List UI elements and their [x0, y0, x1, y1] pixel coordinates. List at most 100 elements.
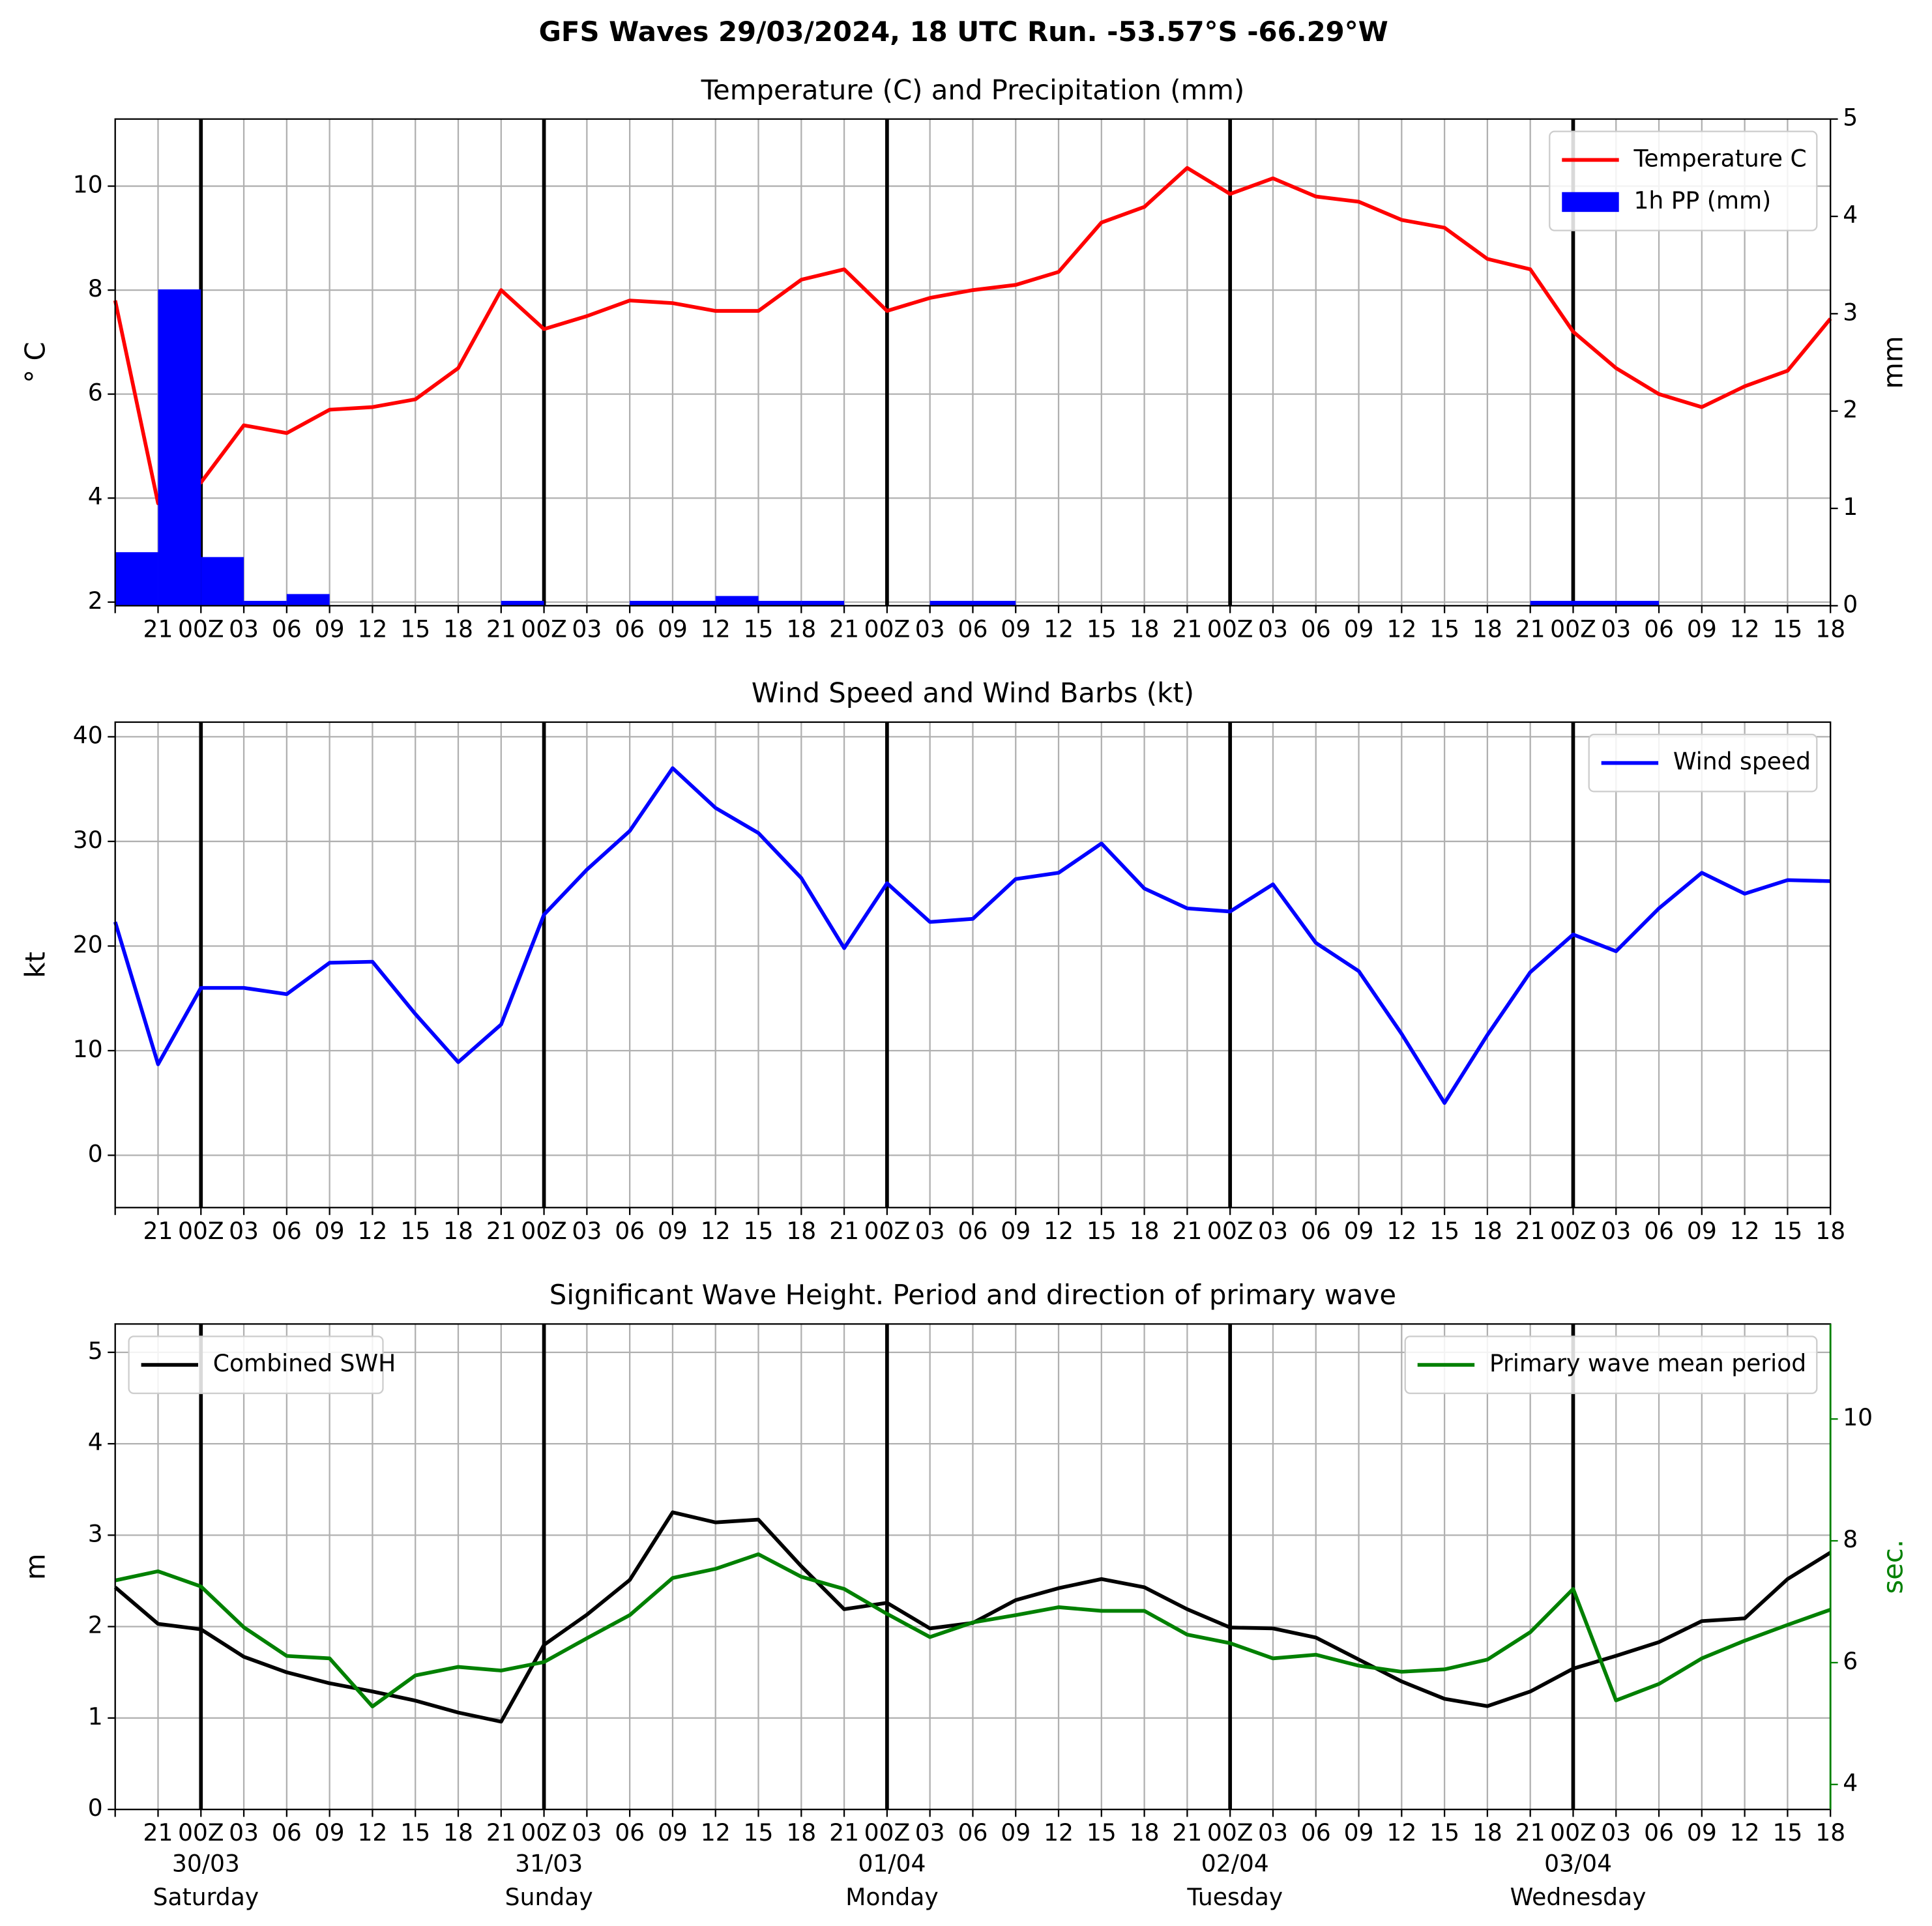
- legend-box: [128, 1335, 384, 1394]
- x-tick-label: 21: [143, 1218, 173, 1245]
- x-tick-label: 09: [1001, 1218, 1031, 1245]
- bar: [1530, 600, 1573, 606]
- x-tick-label: 15: [1772, 1218, 1802, 1245]
- y-tick-label: 4: [88, 483, 103, 510]
- y-axis-label: ° C: [20, 342, 51, 383]
- y2-tick-label: 1: [1843, 493, 1858, 521]
- x-tick-label: 18: [1472, 1218, 1502, 1245]
- x-tick-label: 09: [1687, 1819, 1717, 1846]
- line-series: [115, 1552, 1832, 1709]
- plot-area: [113, 1510, 1832, 1724]
- day-name: Saturday: [153, 1884, 259, 1911]
- chart-title: Temperature (C) and Precipitation (mm): [701, 74, 1245, 106]
- x-tick-label: 06: [615, 1819, 645, 1846]
- legend-box: [1588, 733, 1818, 793]
- chart-title: Significant Wave Height. Period and dire…: [549, 1279, 1396, 1311]
- y-tick-label: 10: [73, 1036, 103, 1063]
- x-tick-label: 06: [1644, 1819, 1674, 1846]
- legend-label: Wind speed: [1673, 748, 1811, 776]
- day-name: Tuesday: [1186, 1884, 1283, 1911]
- legend-label: 1h PP (mm): [1633, 187, 1771, 214]
- legend-label: Temperature C: [1633, 145, 1806, 172]
- x-tick-label: 00Z: [864, 1819, 911, 1846]
- plot-frame: [114, 721, 1832, 1208]
- x-tick-label: 12: [1386, 615, 1416, 643]
- x-tick-label: 06: [958, 1819, 988, 1846]
- x-tick-label: 12: [1386, 1819, 1416, 1846]
- x-tick-label: 09: [315, 1218, 345, 1245]
- day-name: Wednesday: [1510, 1884, 1647, 1911]
- x-tick-label: 03: [1258, 615, 1288, 643]
- x-tick-label: 06: [1301, 615, 1331, 643]
- day-date: 31/03: [515, 1850, 583, 1878]
- x-tick-label: 21: [1515, 1218, 1545, 1245]
- x-tick-label: 21: [143, 615, 173, 643]
- x-tick-label: 18: [443, 615, 473, 643]
- x-tick-label: 18: [1130, 1819, 1160, 1846]
- x-tick-label: 09: [1001, 615, 1031, 643]
- x-tick-label: 21: [829, 1218, 859, 1245]
- x-tick-label: 03: [1258, 1819, 1288, 1846]
- bar: [115, 552, 158, 606]
- x-tick-label: 12: [1730, 615, 1760, 643]
- y-tick-label: 0: [88, 1140, 103, 1167]
- x-tick-label: 15: [1772, 615, 1802, 643]
- y-tick-label: 8: [88, 275, 103, 302]
- y-tick-label: 1: [88, 1703, 103, 1730]
- x-tick-label: 21: [1515, 615, 1545, 643]
- x-tick-label: 15: [1087, 1218, 1117, 1245]
- x-tick-label: 09: [1687, 615, 1717, 643]
- bar: [1616, 600, 1660, 606]
- bar: [158, 289, 201, 606]
- x-tick-label: 21: [1172, 1819, 1202, 1846]
- bar: [758, 600, 802, 606]
- x-tick-label: 12: [1730, 1218, 1760, 1245]
- y-tick-label: 40: [73, 722, 103, 749]
- y2-tick-label: 8: [1843, 1526, 1858, 1553]
- x-tick-label: 00Z: [1207, 1819, 1253, 1846]
- x-tick-label: 00Z: [521, 1218, 567, 1245]
- x-tick-label: 06: [958, 1218, 988, 1245]
- x-tick-label: 03: [915, 1819, 945, 1846]
- x-tick-label: 06: [615, 1218, 645, 1245]
- x-tick-label: 15: [400, 615, 430, 643]
- y-tick-label: 2: [88, 1612, 103, 1639]
- x-tick-label: 09: [1344, 1218, 1374, 1245]
- bar: [715, 596, 759, 606]
- x-tick-label: 21: [486, 1819, 516, 1846]
- legend-label: Primary wave mean period: [1489, 1350, 1806, 1377]
- x-tick-label: 06: [1301, 1819, 1331, 1846]
- x-tick-label: 00Z: [1550, 1819, 1596, 1846]
- x-tick-label: 09: [315, 1819, 345, 1846]
- x-tick-label: 06: [1644, 1218, 1674, 1245]
- x-tick-label: 06: [1301, 1218, 1331, 1245]
- y-tick-label: 6: [88, 379, 103, 407]
- x-tick-label: 21: [486, 1218, 516, 1245]
- x-tick-label: 03: [229, 1218, 259, 1245]
- x-tick-label: 18: [1472, 615, 1502, 643]
- y2-tick-label: 4: [1843, 1770, 1858, 1797]
- x-tick-label: 18: [443, 1218, 473, 1245]
- x-tick-label: 15: [400, 1819, 430, 1846]
- x-tick-label: 00Z: [1550, 1218, 1596, 1245]
- plot-area: [113, 766, 1831, 1105]
- x-tick-label: 00Z: [1207, 1218, 1253, 1245]
- x-tick-label: 18: [786, 615, 816, 643]
- y-tick-label: 10: [73, 171, 103, 199]
- x-tick-label: 15: [744, 1819, 774, 1846]
- chart-title: Wind Speed and Wind Barbs (kt): [752, 677, 1194, 709]
- day-name: Sunday: [505, 1884, 593, 1911]
- x-tick-label: 15: [1429, 615, 1459, 643]
- day-date: 02/04: [1201, 1850, 1269, 1878]
- x-tick-label: 06: [958, 615, 988, 643]
- x-tick-label: 03: [1601, 615, 1631, 643]
- x-tick-label: 06: [272, 1218, 302, 1245]
- y-tick-label: 5: [88, 1337, 103, 1365]
- bar: [929, 600, 973, 606]
- x-tick-label: 06: [1644, 615, 1674, 643]
- x-tick-label: 18: [786, 1218, 816, 1245]
- plot-frame: [114, 118, 1832, 607]
- y2-tick-label: 0: [1843, 591, 1858, 618]
- x-tick-label: 12: [357, 1819, 387, 1846]
